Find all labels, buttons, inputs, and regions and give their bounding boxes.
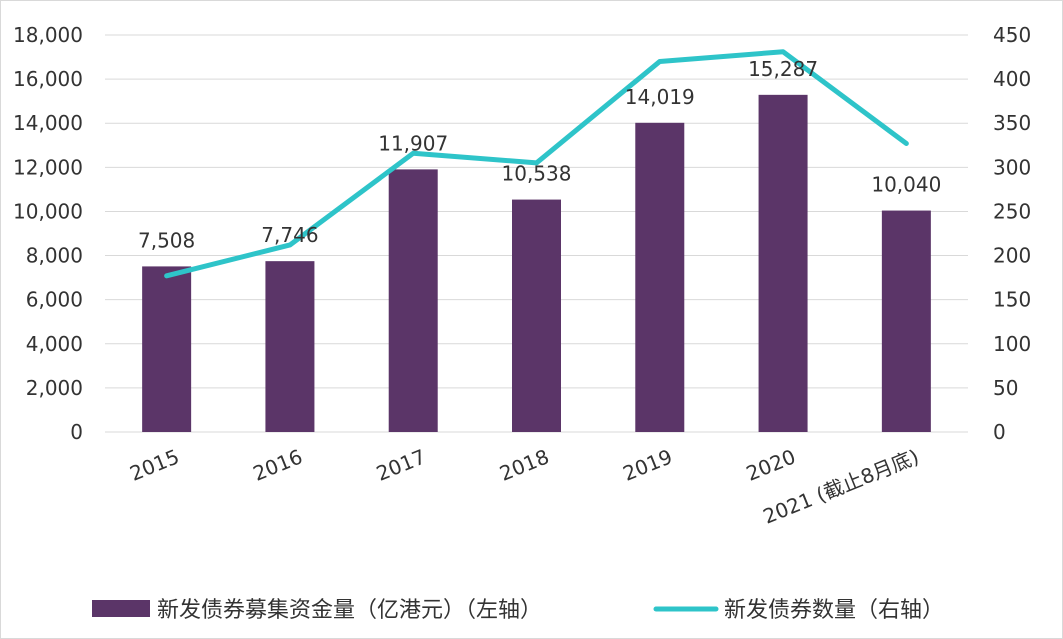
bar-2017: [388, 169, 438, 432]
y-right-tick-label: 300: [993, 155, 1031, 179]
bar-2020: [758, 94, 808, 432]
y-left-tick-label: 2,000: [26, 376, 83, 400]
x-tick-label: 2016: [250, 444, 306, 485]
bar-2015: [142, 266, 192, 432]
y-left-tick-label: 4,000: [26, 332, 83, 356]
bar-data-label: 10,538: [502, 162, 572, 186]
x-tick-label: 2018: [496, 444, 552, 485]
y-right-tick-label: 350: [993, 111, 1031, 135]
y-right-tick-label: 50: [993, 376, 1018, 400]
bar-data-label: 10,040: [871, 173, 941, 197]
y-left-tick-label: 8,000: [26, 244, 83, 268]
bar-data-label: 15,287: [748, 57, 818, 81]
y-right-tick-label: 400: [993, 67, 1031, 91]
legend-line-label: 新发债券数量（右轴）: [724, 598, 944, 623]
y-left-tick-label: 12,000: [13, 155, 83, 179]
y-right-tick-label: 0: [993, 420, 1006, 444]
y-right-tick-label: 200: [993, 244, 1031, 268]
x-tick-label: 2015: [126, 444, 182, 485]
y-right-tick-label: 150: [993, 288, 1031, 312]
bar-data-label: 7,746: [261, 223, 318, 247]
y-left-tick-label: 14,000: [13, 111, 83, 135]
y-right-tick-label: 250: [993, 199, 1031, 223]
y-left-tick-label: 0: [70, 420, 83, 444]
y-right-tick-label: 450: [993, 23, 1031, 47]
bar-2018: [512, 199, 561, 432]
bar-2021: [881, 210, 931, 432]
y-left-tick-label: 18,000: [13, 23, 83, 47]
y-right-tick-label: 100: [993, 332, 1031, 356]
legend-bar-swatch: [92, 600, 150, 617]
x-tick-label: 2017: [373, 444, 429, 485]
legend-bar-label: 新发债券募集资金量（亿港元）（左轴）: [157, 598, 542, 623]
bar-data-label: 7,508: [138, 228, 195, 252]
y-left-tick-label: 6,000: [26, 288, 83, 312]
bar-2016: [265, 261, 315, 432]
y-left-tick-label: 10,000: [13, 199, 83, 223]
bar-data-label: 11,907: [378, 131, 448, 155]
line-series-count: [164, 49, 909, 279]
y-left-tick-label: 16,000: [13, 67, 83, 91]
bar-data-label: 14,019: [625, 85, 695, 109]
x-tick-label: 2019: [619, 444, 675, 485]
x-tick-label: 2020: [743, 444, 799, 485]
bar-2019: [635, 122, 685, 433]
